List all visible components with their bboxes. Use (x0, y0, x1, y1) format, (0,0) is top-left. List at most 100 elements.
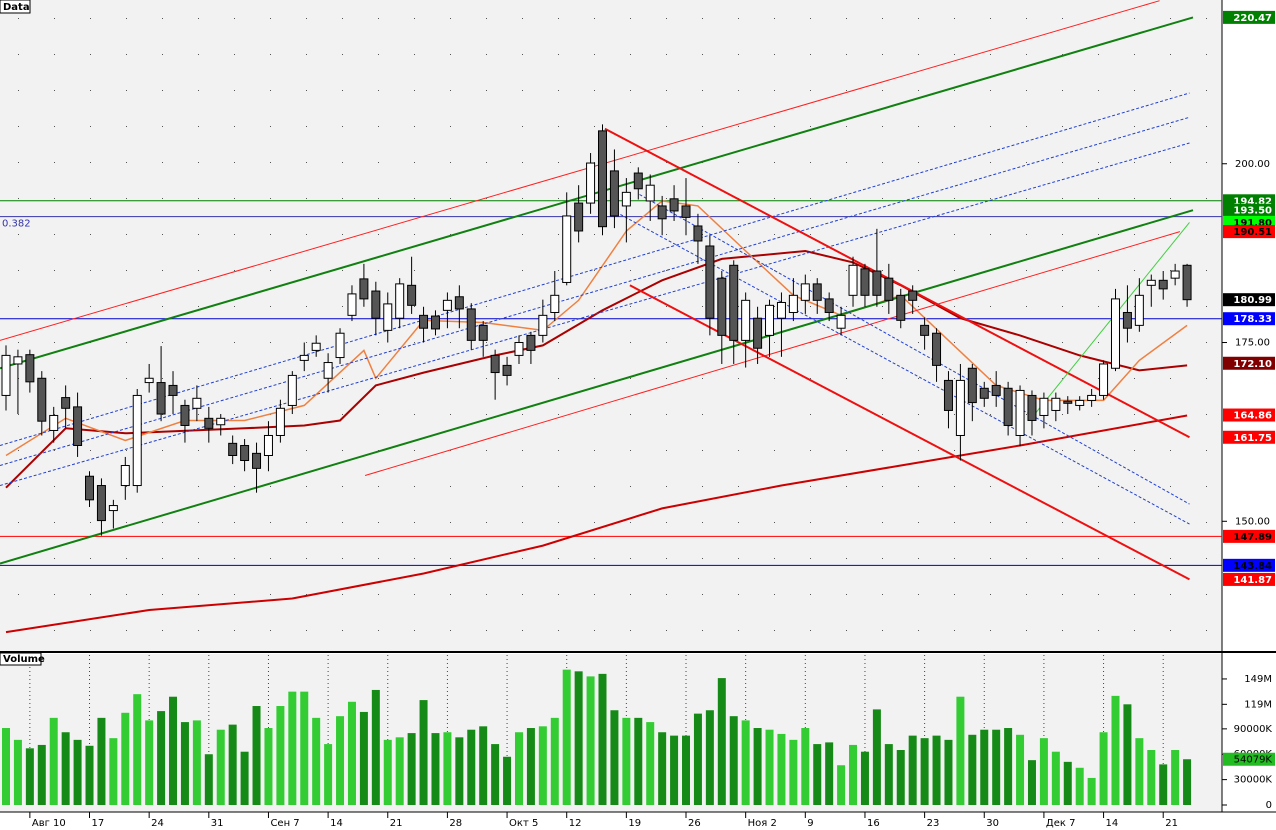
candle-body (967, 367, 977, 404)
price-label-box (1223, 529, 1275, 543)
candle-body (979, 387, 989, 399)
x-tick-label: 24 (151, 818, 164, 829)
candle-body (335, 332, 345, 359)
volume-bar (586, 676, 595, 805)
volume-bar (956, 696, 965, 805)
candle-body (729, 264, 739, 341)
volume-bar (491, 744, 500, 805)
volume-bar (944, 739, 953, 805)
y-tick-label: 90000K (1234, 724, 1273, 735)
price-label-box (1223, 312, 1275, 326)
volume-bar (455, 737, 464, 805)
candle-body (645, 184, 655, 202)
volume-bar (73, 739, 82, 805)
volume-bar (777, 733, 786, 805)
volume-bar (789, 739, 798, 805)
candle-body (1063, 400, 1073, 404)
volume-bar (252, 706, 261, 805)
volume-bar (407, 733, 416, 805)
candle-body (1015, 389, 1025, 436)
price-label-box (1223, 572, 1275, 586)
y-tick-label: 175.00 (1235, 338, 1270, 349)
price-label: 180.99 (1233, 295, 1272, 306)
x-tick-label: 21 (390, 818, 403, 829)
candle-body (502, 364, 512, 376)
volume-bar (670, 735, 679, 805)
level-name: 0.382 (2, 219, 31, 230)
volume-bar (228, 724, 237, 805)
candle-body (263, 434, 273, 457)
volume-bar (908, 735, 917, 805)
candle-body (49, 414, 59, 431)
candle-body (562, 215, 572, 283)
candle-body (920, 324, 930, 336)
price-label: 172.10 (1233, 359, 1272, 370)
volume-bar (837, 765, 846, 805)
candle-body (884, 277, 894, 301)
candle-body (705, 245, 715, 319)
candle-body (1087, 394, 1097, 401)
x-tick-label: Сен 7 (270, 818, 299, 829)
volume-bar (479, 726, 488, 805)
price-label: 220.47 (1233, 13, 1272, 24)
candle-body (1039, 397, 1049, 416)
y-tick-label: 0 (1266, 800, 1272, 811)
candle-body (216, 417, 226, 426)
price-label: 194.82 (1233, 196, 1272, 207)
candle-body (717, 277, 727, 336)
volume-bar (610, 710, 619, 805)
candle-body (1051, 397, 1061, 411)
candle-body (932, 332, 942, 366)
candle-body (85, 475, 95, 501)
volume-bar (1063, 761, 1072, 805)
candle-body (788, 294, 798, 313)
volume-bar (574, 671, 583, 805)
price-label: 143.84 (1233, 561, 1272, 572)
price-label-box (1223, 293, 1275, 307)
candle-body (681, 205, 691, 218)
volume-bar (968, 734, 977, 805)
y-tick-label: 150.00 (1235, 516, 1270, 527)
indicator-line (0, 209, 1194, 565)
volume-bar (1147, 750, 1156, 805)
price-layer: 150.00 175.00 200.00 0.382 220.47 194.82193.5… (0, 0, 1275, 634)
y-tick-label: 149M (1244, 674, 1272, 685)
volume-bar (133, 694, 142, 805)
volume-bar (180, 722, 189, 805)
volume-bar (598, 673, 607, 805)
volume-bar (884, 744, 893, 805)
volume-bar (431, 733, 440, 805)
volume-bar (682, 735, 691, 805)
price-label-box (1223, 356, 1275, 370)
volume-bar (992, 729, 1001, 805)
volume-bar (1171, 750, 1180, 805)
candle-body (419, 314, 429, 329)
candle-body (108, 505, 118, 512)
price-label: 147.89 (1233, 532, 1272, 543)
y-tick-label: 30000K (1234, 775, 1273, 786)
candle-body (657, 205, 667, 220)
volume-label: 54079K (1234, 755, 1273, 766)
x-tick-label: 12 (569, 818, 582, 829)
volume-bar (622, 717, 631, 805)
volume-bar (896, 750, 905, 805)
candle-body (168, 384, 178, 396)
volume-bar (1004, 728, 1013, 805)
volume-bar (932, 735, 941, 805)
volume-bar (1087, 777, 1096, 805)
volume-bar (312, 717, 321, 805)
volume-bar (658, 732, 667, 805)
volume-bar (634, 717, 643, 805)
candle-body (800, 283, 810, 301)
volume-bar (371, 689, 380, 805)
candle-body (275, 407, 285, 436)
indicator-line (604, 127, 1190, 439)
price-label: 161.75 (1233, 433, 1272, 444)
candle-body (347, 293, 357, 316)
candle-body (872, 270, 882, 296)
candle-body (1027, 394, 1037, 421)
candle-body (860, 268, 870, 296)
volume-bar (1123, 704, 1132, 805)
indicator-line (0, 16, 1194, 370)
